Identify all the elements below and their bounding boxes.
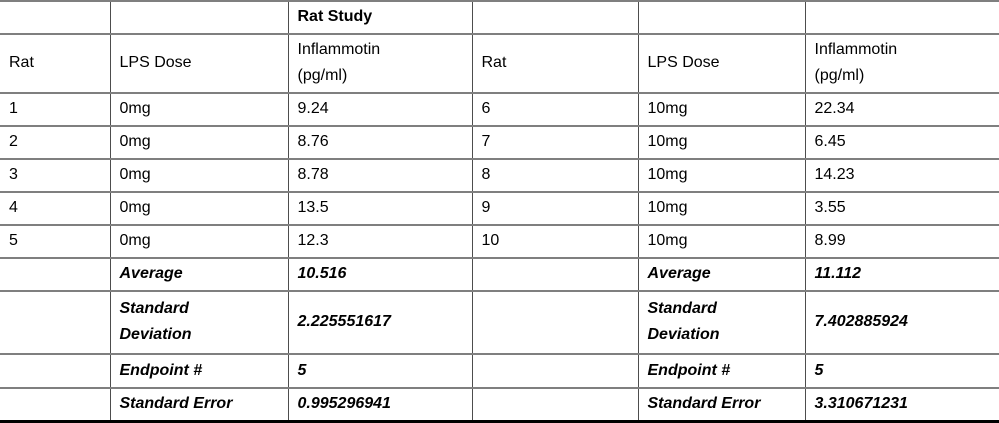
table-cell: [0, 0, 110, 34]
table-cell: 5: [0, 224, 110, 258]
table-cell: 10mg: [637, 158, 805, 192]
table-row: 4 0mg 13.5 9 10mg 3.55: [0, 191, 999, 225]
standard-error-row: Standard Error 0.995296941 Standard Erro…: [0, 387, 999, 423]
table-cell: 7: [471, 125, 638, 159]
table-cell: [109, 0, 288, 34]
standard-deviation-value-left: 2.225551617: [287, 290, 472, 354]
table-cell: [0, 387, 110, 423]
average-label-right: Average: [637, 257, 805, 291]
table-cell: 22.34: [804, 92, 999, 126]
table-cell: 10mg: [637, 224, 805, 258]
table-cell: 1: [0, 92, 110, 126]
column-header-inflammotin-left: Inflammotin (pg/ml): [287, 33, 472, 93]
standard-error-label-right: Standard Error: [637, 387, 805, 423]
table-cell: 6: [471, 92, 638, 126]
standard-deviation-label-right: Standard Deviation: [637, 290, 805, 354]
table-row: 3 0mg 8.78 8 10mg 14.23: [0, 158, 999, 192]
column-header-lps-dose-right: LPS Dose: [637, 33, 805, 93]
table-title-row: Rat Study: [0, 0, 999, 34]
table-cell: 10mg: [637, 125, 805, 159]
table-cell: 8.78: [287, 158, 472, 192]
endpoint-value-left: 5: [287, 353, 472, 388]
table-cell: [471, 353, 638, 388]
table-row: 2 0mg 8.76 7 10mg 6.45: [0, 125, 999, 159]
table-cell: [471, 387, 638, 423]
table-cell: 10: [471, 224, 638, 258]
endpoint-row: Endpoint # 5 Endpoint # 5: [0, 353, 999, 388]
table-cell: 3.55: [804, 191, 999, 225]
endpoint-value-right: 5: [804, 353, 999, 388]
table-cell: 8.76: [287, 125, 472, 159]
table-cell: 2: [0, 125, 110, 159]
column-header-rat-right: Rat: [471, 33, 638, 93]
table-row: 5 0mg 12.3 10 10mg 8.99: [0, 224, 999, 258]
table-cell: 0mg: [109, 158, 288, 192]
table-cell: [0, 290, 110, 354]
table-cell: 10mg: [637, 92, 805, 126]
table-cell: 0mg: [109, 191, 288, 225]
table-cell: 14.23: [804, 158, 999, 192]
table-cell: [0, 353, 110, 388]
table-cell: 10mg: [637, 191, 805, 225]
table-cell: 13.5: [287, 191, 472, 225]
column-header-lps-dose-left: LPS Dose: [109, 33, 288, 93]
table-cell: 8: [471, 158, 638, 192]
endpoint-label-left: Endpoint #: [109, 353, 288, 388]
standard-error-label-left: Standard Error: [109, 387, 288, 423]
table-cell: 6.45: [804, 125, 999, 159]
table-cell: [471, 290, 638, 354]
column-header-row: Rat LPS Dose Inflammotin (pg/ml) Rat LPS…: [0, 33, 999, 93]
endpoint-label-right: Endpoint #: [637, 353, 805, 388]
column-header-inflammotin-right: Inflammotin (pg/ml): [804, 33, 999, 93]
standard-deviation-row: Standard Deviation 2.225551617 Standard …: [0, 290, 999, 354]
average-row: Average 10.516 Average 11.112: [0, 257, 999, 291]
table-cell: 0mg: [109, 125, 288, 159]
table-cell: 8.99: [804, 224, 999, 258]
table-cell: 9.24: [287, 92, 472, 126]
table-cell: 9: [471, 191, 638, 225]
table-cell: 4: [0, 191, 110, 225]
column-header-rat-left: Rat: [0, 33, 110, 93]
table-cell: 0mg: [109, 92, 288, 126]
table-cell: [471, 0, 638, 34]
average-value-right: 11.112: [804, 257, 999, 291]
table-cell: [471, 257, 638, 291]
standard-deviation-label-left: Standard Deviation: [109, 290, 288, 354]
table-cell: [804, 0, 999, 34]
average-value-left: 10.516: [287, 257, 472, 291]
table-cell: 0mg: [109, 224, 288, 258]
standard-deviation-value-right: 7.402885924: [804, 290, 999, 354]
table-cell: [637, 0, 805, 34]
table-cell: 12.3: [287, 224, 472, 258]
average-label-left: Average: [109, 257, 288, 291]
table-cell: 3: [0, 158, 110, 192]
table-row: 1 0mg 9.24 6 10mg 22.34: [0, 92, 999, 126]
table-cell: [0, 257, 110, 291]
standard-error-value-right: 3.310671231: [804, 387, 999, 423]
table-title: Rat Study: [287, 0, 472, 34]
standard-error-value-left: 0.995296941: [287, 387, 472, 423]
